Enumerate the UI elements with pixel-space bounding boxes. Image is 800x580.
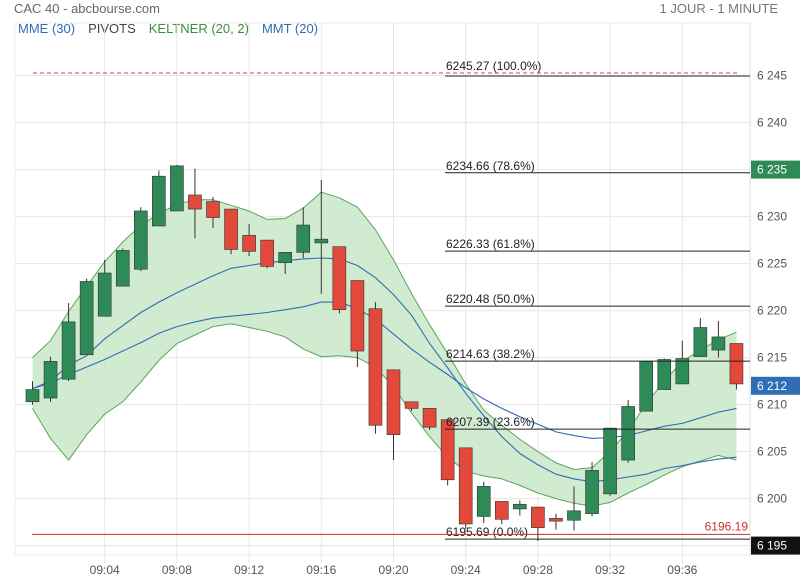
timeframe-selector[interactable]: 1 JOUR - 1 MINUTE bbox=[659, 1, 778, 16]
chart-title: CAC 40 - abcbourse.com bbox=[14, 1, 160, 16]
candle-body bbox=[693, 327, 708, 357]
candle-body bbox=[368, 308, 383, 426]
candle-body bbox=[711, 336, 726, 351]
y-tick-label: 6 210 bbox=[757, 398, 787, 412]
candle-body bbox=[278, 252, 293, 263]
candle-body bbox=[404, 401, 419, 409]
legend-item-2[interactable]: KELTNER (20, 2) bbox=[148, 21, 249, 36]
fib-level-label: 6234.66 (78.6%) bbox=[446, 159, 535, 173]
mme30-line bbox=[32, 301, 737, 439]
candle-body bbox=[79, 281, 94, 356]
candle-body bbox=[97, 272, 112, 317]
candle-body bbox=[115, 250, 130, 287]
candle-body bbox=[170, 165, 184, 212]
axis-price-marker bbox=[751, 160, 800, 179]
keltner-lower-line bbox=[32, 323, 737, 507]
y-tick-label: 6 245 bbox=[757, 69, 787, 83]
x-tick-label: 09:04 bbox=[90, 563, 120, 577]
mmt20-line bbox=[32, 257, 737, 483]
fib-level-label: 6207.39 (23.6%) bbox=[446, 415, 535, 429]
candle-body bbox=[206, 201, 220, 218]
x-tick-label: 09:16 bbox=[306, 563, 336, 577]
x-tick-label: 09:36 bbox=[667, 563, 697, 577]
fib-level-label: 6220.48 (50.0%) bbox=[446, 292, 535, 306]
y-tick-label: 6 240 bbox=[757, 116, 787, 130]
candle-body bbox=[260, 239, 274, 267]
candle-body bbox=[43, 361, 58, 399]
candle-body bbox=[134, 210, 148, 270]
candle-body bbox=[314, 238, 329, 244]
axis-price-marker-label: 6 235 bbox=[757, 163, 787, 177]
candle-body bbox=[332, 246, 347, 310]
legend-item-0[interactable]: MME (30) bbox=[18, 21, 76, 36]
axis-price-marker-label: 6 195 bbox=[757, 539, 787, 553]
fib-level-label: 6226.33 (61.8%) bbox=[446, 237, 535, 251]
candle-body bbox=[350, 280, 365, 352]
candle-body bbox=[675, 358, 690, 385]
y-tick-label: 6 200 bbox=[757, 492, 787, 506]
legend-item-3[interactable]: MMT (20) bbox=[261, 21, 319, 36]
red-level-label: 6196.19 bbox=[705, 519, 749, 533]
candle-body bbox=[603, 427, 617, 495]
indicator-legend: MME (30) PIVOTS KELTNER (20, 2) MMT (20) bbox=[18, 21, 331, 36]
candle-body bbox=[639, 361, 654, 412]
y-tick-label: 6 205 bbox=[757, 445, 787, 459]
axis-price-marker bbox=[751, 376, 800, 395]
x-tick-label: 09:12 bbox=[234, 563, 264, 577]
candle-body bbox=[494, 501, 509, 520]
candle-body bbox=[25, 389, 40, 403]
keltner-upper-line bbox=[32, 191, 737, 471]
candle-body bbox=[61, 321, 76, 380]
axis-price-marker bbox=[751, 536, 800, 555]
candle-body bbox=[440, 419, 455, 481]
x-tick-label: 09:28 bbox=[523, 563, 553, 577]
candle-body bbox=[242, 235, 256, 252]
candle-body bbox=[422, 408, 437, 428]
axis-price-marker-label: 6 212 bbox=[757, 379, 787, 393]
candle-body bbox=[531, 506, 545, 529]
y-tick-label: 6 230 bbox=[757, 210, 787, 224]
candle-body bbox=[152, 175, 166, 227]
y-tick-label: 6 220 bbox=[757, 304, 787, 318]
y-tick-label: 6 215 bbox=[757, 351, 787, 365]
candle-body bbox=[476, 486, 491, 517]
keltner-band bbox=[32, 192, 737, 507]
candle-body bbox=[549, 518, 563, 522]
x-tick-label: 09:08 bbox=[162, 563, 192, 577]
candle-body bbox=[585, 470, 599, 514]
candle-body bbox=[657, 359, 672, 390]
candle-body bbox=[458, 447, 473, 525]
x-tick-label: 09:24 bbox=[451, 563, 481, 577]
x-tick-label: 09:20 bbox=[378, 563, 408, 577]
candle-body bbox=[386, 369, 401, 435]
fib-level-label: 6245.27 (100.0%) bbox=[446, 59, 541, 73]
candle-body bbox=[513, 503, 527, 510]
fib-level-label: 6195.69 (0.0%) bbox=[446, 525, 528, 539]
candle-body bbox=[224, 208, 238, 250]
legend-item-1[interactable]: PIVOTS bbox=[88, 21, 136, 36]
candle-body bbox=[188, 194, 202, 210]
fib-level-label: 6214.63 (38.2%) bbox=[446, 347, 535, 361]
candle-body bbox=[621, 406, 635, 461]
y-tick-label: 6 225 bbox=[757, 257, 787, 271]
candle-body bbox=[296, 224, 311, 253]
x-tick-label: 09:32 bbox=[595, 563, 625, 577]
candle-body bbox=[729, 343, 744, 385]
candle-body bbox=[567, 510, 581, 521]
